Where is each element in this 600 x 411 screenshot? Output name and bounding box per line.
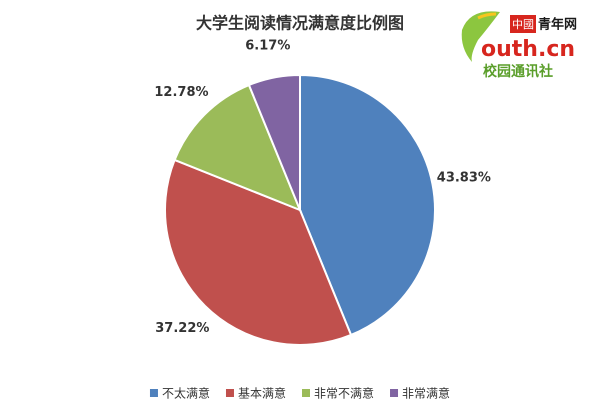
- logo-leaf-accent: [477, 12, 497, 20]
- logo-brand: 中國: [512, 18, 534, 31]
- pie-slice: [173, 83, 302, 212]
- legend-label: 不太满意: [162, 386, 210, 401]
- data-label: 12.78%: [154, 85, 208, 100]
- legend-swatch: [390, 389, 399, 397]
- legend: 不太满意 基本满意 非常不满意 非常满意: [149, 386, 450, 401]
- logo-badge: [510, 15, 536, 33]
- logo-leaf: [461, 11, 500, 63]
- logo-name: 青年网: [538, 17, 577, 33]
- legend-label: 基本满意: [238, 386, 286, 401]
- legend-swatch: [149, 389, 158, 397]
- pie-slice: [299, 73, 436, 337]
- data-label: 6.17%: [245, 39, 290, 54]
- legend-swatch: [225, 389, 234, 397]
- legend-swatch: [302, 389, 310, 397]
- data-label: 37.22%: [155, 321, 209, 336]
- data-label: 43.83%: [437, 170, 491, 185]
- chart-title: 大学生阅读情况满意度比例图: [196, 14, 404, 33]
- legend-label: 非常不满意: [314, 386, 374, 401]
- logo: 中國 青年网 outh.cn 校园通讯社: [461, 11, 577, 80]
- logo-tagline: 校园通讯社: [483, 63, 553, 80]
- pie-slice: [164, 158, 353, 346]
- legend-label: 非常满意: [402, 386, 450, 401]
- logo-site: outh.cn: [481, 37, 575, 62]
- pie-slice: [247, 73, 301, 211]
